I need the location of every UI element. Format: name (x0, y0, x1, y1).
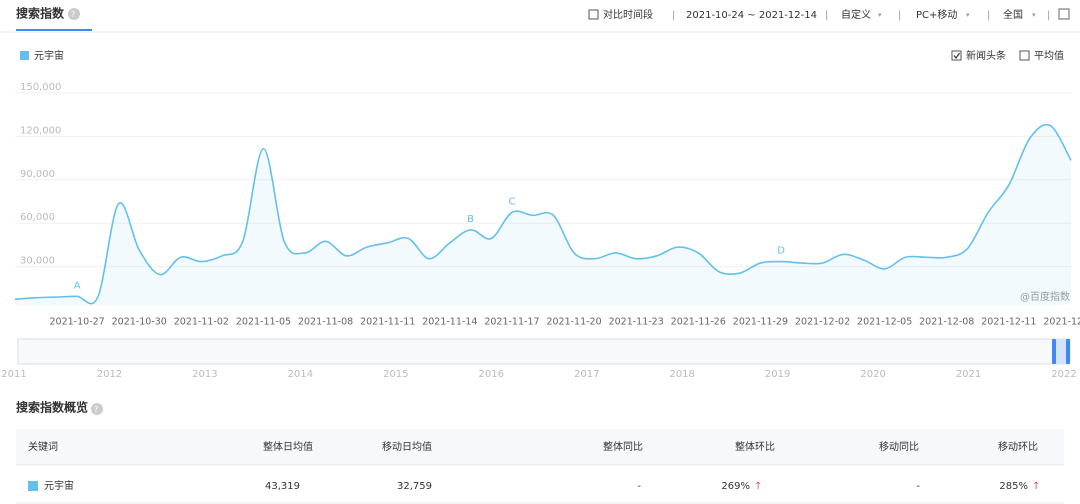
column-header: 关键词 (28, 440, 58, 453)
watermark: @百度指数 (1020, 290, 1070, 303)
x-tick-label: 2021-12-14 (1043, 317, 1080, 328)
x-tick-label: 2021-12-02 (795, 317, 850, 328)
separator: | (987, 10, 990, 21)
x-tick-label: 2021-11-11 (360, 317, 415, 328)
checkbox[interactable] (951, 50, 962, 61)
annotation: B (467, 214, 474, 225)
y-tick-label: 60,000 (20, 212, 55, 223)
x-tick-label: 2021-11-05 (236, 317, 291, 328)
y-tick-label: 150,000 (20, 82, 61, 93)
annotation: D (777, 246, 785, 257)
help-mark: ? (71, 10, 75, 19)
year-label: 2020 (860, 369, 885, 380)
year-label: 2021 (956, 369, 981, 380)
x-tick-label: 2021-10-30 (112, 317, 167, 328)
annotation: A (74, 280, 81, 291)
section-title: 搜索指数概览 (16, 400, 88, 415)
legend-swatch (20, 51, 29, 60)
separator: | (1047, 10, 1050, 21)
table-cell: - (916, 481, 920, 492)
separator: | (898, 10, 901, 21)
table-cell: 元宇宙 (44, 479, 74, 492)
up-arrow: ↑ (754, 481, 762, 492)
help-mark: ? (94, 405, 98, 414)
y-tick-label: 120,000 (20, 125, 61, 136)
dropdown-icon: ▾ (966, 11, 970, 19)
year-label: 2018 (669, 369, 694, 380)
table-header-bg (16, 429, 1064, 465)
help-icon[interactable] (68, 8, 80, 20)
x-tick-label: 2021-12-08 (919, 317, 974, 328)
year-label: 2015 (383, 369, 408, 380)
x-tick-label: 2021-11-14 (422, 317, 477, 328)
x-tick-label: 2021-11-23 (609, 317, 664, 328)
column-header: 整体同比 (603, 440, 643, 453)
year-label: 2016 (479, 369, 504, 380)
x-tick-label: 2021-11-29 (733, 317, 788, 328)
x-tick-label: 2021-11-08 (298, 317, 353, 328)
slider-handle[interactable] (1066, 339, 1070, 364)
date-range[interactable]: 2021-10-24 ~ 2021-12-14 (686, 10, 817, 21)
external-link-icon[interactable] (1058, 8, 1070, 20)
table-cell: - (637, 481, 641, 492)
year-label: 2012 (97, 369, 122, 380)
separator: | (672, 10, 675, 21)
year-label: 2014 (288, 369, 313, 380)
annotation: C (508, 196, 515, 207)
dropdown-icon: ▾ (878, 11, 882, 19)
region-select[interactable]: 全国 (1003, 8, 1023, 21)
checkbox[interactable] (588, 9, 599, 20)
x-tick-label: 2021-11-26 (671, 317, 726, 328)
x-tick-label: 2021-12-05 (857, 317, 912, 328)
keyword-swatch (28, 481, 38, 491)
dropdown-icon: ▾ (1032, 11, 1036, 19)
column-header: 移动环比 (998, 440, 1038, 453)
up-arrow: ↑ (1032, 481, 1040, 492)
year-label: 2011 (1, 369, 26, 380)
x-tick-label: 2021-10-27 (50, 317, 105, 328)
checkbox[interactable] (1019, 50, 1030, 61)
y-tick-label: 90,000 (20, 169, 55, 180)
device-select[interactable]: PC+移动 (916, 8, 957, 21)
line (14, 123, 1072, 305)
compare-toggle[interactable]: 对比时间段 (603, 8, 653, 21)
x-tick-label: 2021-11-02 (174, 317, 229, 328)
column-header: 整体环比 (735, 440, 775, 453)
tab-underline (16, 29, 92, 31)
year-label: 2022 (1051, 369, 1076, 380)
help-icon[interactable] (91, 403, 103, 415)
column-header: 移动日均值 (382, 440, 432, 453)
slider-selection (1052, 339, 1070, 364)
range-slider[interactable] (17, 338, 1071, 365)
year-label: 2013 (192, 369, 217, 380)
column-header: 移动同比 (879, 440, 919, 453)
x-tick-label: 2021-12-11 (981, 317, 1036, 328)
year-label: 2019 (765, 369, 790, 380)
checkmark (953, 52, 960, 60)
option-label[interactable]: 新闻头条 (966, 49, 1006, 62)
year-label: 2017 (574, 369, 599, 380)
table-cell: 269% (721, 481, 750, 492)
x-tick-label: 2021-11-17 (484, 317, 539, 328)
table-cell: 43,319 (265, 481, 300, 492)
x-tick-label: 2021-11-20 (546, 317, 601, 328)
y-tick-label: 30,000 (20, 256, 55, 267)
legend-label[interactable]: 元宇宙 (34, 49, 64, 62)
tab-title[interactable]: 搜索指数 (16, 6, 65, 21)
table-cell: 32,759 (397, 481, 432, 492)
area (15, 124, 1071, 305)
table-cell: 285% (999, 481, 1028, 492)
slider-handle[interactable] (1052, 339, 1056, 364)
custom-select[interactable]: 自定义 (841, 8, 871, 21)
separator: | (825, 10, 828, 21)
option-label[interactable]: 平均值 (1034, 49, 1064, 62)
column-header: 整体日均值 (263, 440, 313, 453)
